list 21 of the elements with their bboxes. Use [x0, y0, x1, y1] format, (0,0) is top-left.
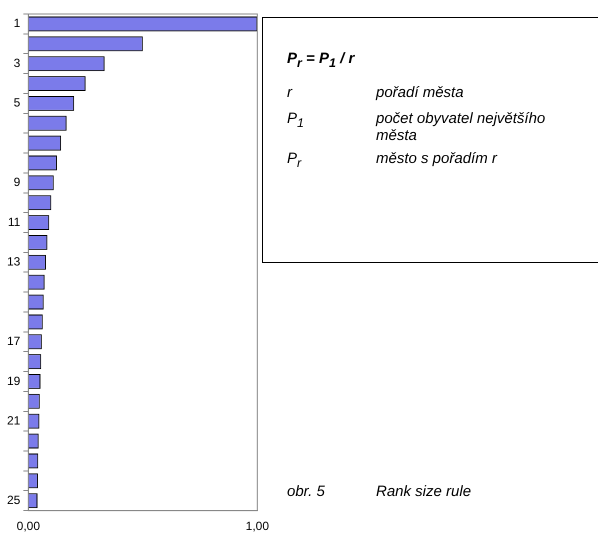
y-tick-label: 25 — [6, 492, 21, 507]
text: město s pořadím r — [376, 150, 498, 167]
y-tick-label: 9 — [14, 175, 21, 190]
y-tick-label: 19 — [6, 374, 21, 388]
x-tick-label: 0,00 — [16, 519, 40, 534]
text: obr. 5 — [287, 483, 325, 500]
text: r — [287, 84, 292, 101]
y-tick-label: 5 — [14, 96, 21, 110]
text: pořadí města — [376, 84, 465, 101]
text: P$_{r}$ = P$_{1}$ / r — [287, 50, 354, 70]
text: Rank size rule — [376, 483, 472, 500]
y-tick-label: 17 — [6, 334, 21, 348]
y-tick-label: 13 — [6, 254, 21, 269]
text: P$_{r}$ — [287, 150, 302, 170]
x-tick-label: 1,00 — [246, 519, 270, 534]
y-tick-label: 11 — [8, 214, 21, 229]
y-tick-label: 3 — [14, 56, 21, 70]
text: počet obyvatel největšího města — [376, 110, 546, 144]
y-tick-label: 21 — [6, 414, 21, 428]
y-tick-label: 1 — [14, 16, 21, 30]
text: P$_{1}$ — [287, 110, 304, 130]
